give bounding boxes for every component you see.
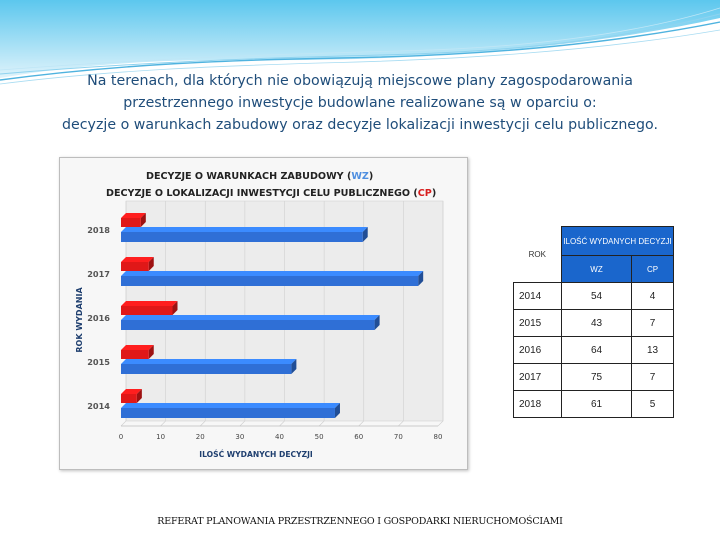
table-cell-wz: 61 [561,390,632,418]
x-gridline-floor [437,420,444,427]
decisions-table: ROK ILOŚĆ WYDANYCH DECYZJI WZ CP 2014 54… [513,226,674,418]
heading-line-2: przestrzennego inwestycje budowlane real… [123,95,597,111]
x-tick-label: 50 [315,433,324,441]
bar-wz-side [362,227,368,242]
chart-title-line-1: DECYZJE O WARUNKACH ZABUDOWY (WZ) [146,171,373,182]
table-cell-wz: 64 [561,336,632,364]
table-row: 2015 43 7 [513,309,674,337]
x-gridline-floor [239,420,246,427]
bar-cp [121,218,141,227]
x-tick-label: 10 [156,433,165,441]
table-header-cp: CP [631,255,674,283]
bar-wz-top [121,403,340,408]
table-row: 2017 75 7 [513,363,674,391]
bar-wz [121,364,292,374]
bar-wz-top [121,271,424,276]
bar-cp-top [121,213,146,218]
table-cell-wz: 75 [561,363,632,391]
bar-wz [121,276,419,286]
y-category-label: 2014 [87,401,110,411]
page-heading: Na terenach, dla których nie obowiązują … [20,70,700,136]
x-tick-label: 20 [196,433,205,441]
plot-area: 0 10 20 30 40 50 60 70 80 2018 2017 2016 2015 2014 [87,200,444,441]
bar-wz [121,408,335,418]
table-cell-cp: 7 [631,309,674,337]
chart-title-line-2: DECYZJE O LOKALIZACJI INWESTYCJI CELU PU… [106,188,436,199]
y-axis-label: ROK WYDANIA [75,287,84,353]
bar-cp-top [121,257,154,262]
bar-cp [121,306,173,315]
table-header-rok: ROK [528,249,546,259]
bar-cp-side [172,301,178,315]
bar-cp-top [121,301,178,306]
bar-cp-side [140,213,146,227]
bar-wz-side [334,403,340,418]
bar-cp [121,350,149,359]
decorative-wave-banner [0,0,720,85]
y-category-label: 2017 [87,269,110,279]
bar-cp [121,394,137,403]
bar-wz-top [121,227,368,232]
table-cell-year: 2018 [513,390,562,418]
bar-cp-side [136,389,142,403]
bar-chart: DECYZJE O WARUNKACH ZABUDOWY (WZ) DECYZJ… [75,171,444,459]
bar-wz-side [418,271,424,286]
x-axis-label: ILOŚĆ WYDANYCH DECYZJI [199,450,313,459]
bar-wz-side [291,359,297,374]
y-category-label: 2016 [87,313,110,323]
table-row: 2014 54 4 [513,282,674,310]
y-category-label: 2018 [87,225,110,235]
table-cell-year: 2017 [513,363,562,391]
table-cell-year: 2015 [513,309,562,337]
heading-line-1: Na terenach, dla których nie obowiązują … [87,73,633,89]
table-cell-cp: 13 [631,336,674,364]
bar-wz-side [374,315,380,330]
x-tick-label: 30 [235,433,244,441]
table-cell-wz: 43 [561,309,632,337]
table-cell-cp: 7 [631,363,674,391]
table-cell-year: 2016 [513,336,562,364]
x-gridline-floor [318,420,325,427]
table-header-wz: WZ [561,255,632,283]
table-row: 2016 64 13 [513,336,674,364]
x-gridline-floor [398,420,404,427]
bar-cp-side [148,345,154,359]
bar-chart-panel: DECYZJE O WARUNKACH ZABUDOWY (WZ) DECYZJ… [59,157,468,470]
x-gridline-floor [279,420,285,427]
x-gridline-floor [200,420,206,427]
x-gridline-floor [358,420,364,427]
footer-text: REFERAT PLANOWANIA PRZESTRZENNEGO I GOSP… [157,516,563,527]
heading-line-3: decyzje o warunkach zabudowy oraz decyzj… [62,117,658,133]
x-gridline-floor [120,420,127,427]
chart-title: DECYZJE O WARUNKACH ZABUDOWY (WZ) DECYZJ… [106,171,436,199]
bar-cp-top [121,345,154,350]
bar-wz [121,232,363,242]
bar-wz-top [121,359,297,364]
bar-cp-side [148,257,154,271]
x-tick-label: 80 [434,433,443,441]
x-tick-label: 60 [354,433,363,441]
x-tick-label: 70 [394,433,403,441]
x-gridline-floor [160,420,166,427]
table-cell-wz: 54 [561,282,632,310]
bar-cp-top [121,389,142,394]
table-cell-year: 2014 [513,282,562,310]
table-cell-cp: 5 [631,390,674,418]
table-cell-cp: 4 [631,282,674,310]
table-header-group: ILOŚĆ WYDANYCH DECYZJI [561,226,674,256]
bar-cp [121,262,149,271]
bar-wz [121,320,375,330]
x-tick-label: 40 [275,433,284,441]
y-category-label: 2015 [87,357,110,367]
bar-wz-top [121,315,380,320]
x-tick-label: 0 [119,433,123,441]
table-row: 2018 61 5 [513,390,674,418]
